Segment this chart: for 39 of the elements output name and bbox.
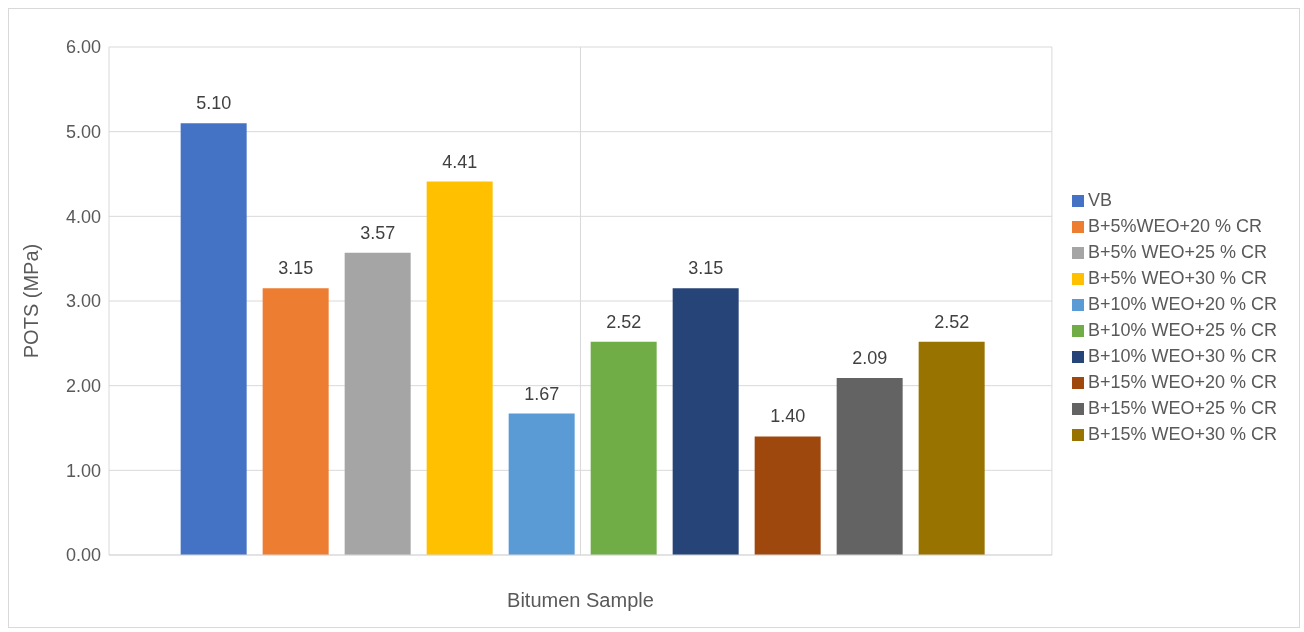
bar [508,413,575,555]
bar [180,123,247,555]
legend-label: B+5%WEO+20 % CR [1087,216,1262,236]
bar [426,181,493,555]
legend-label: VB [1087,190,1112,210]
legend-label: B+10% WEO+25 % CR [1087,320,1277,340]
legend-label: B+10% WEO+20 % CR [1087,294,1277,314]
data-label: 2.52 [934,311,970,332]
bar [836,378,903,555]
y-tick-label: 6.00 [65,37,101,58]
data-label: 2.52 [606,311,642,332]
data-label: 3.57 [360,222,396,243]
legend-label: B+10% WEO+30 % CR [1087,346,1277,366]
bar [754,436,821,555]
bar [918,341,985,555]
bar [590,341,657,555]
y-tick-label: 2.00 [65,376,101,397]
y-tick-label: 5.00 [65,122,101,143]
data-label: 5.10 [196,93,232,114]
y-tick-label: 0.00 [65,545,101,566]
bar [262,288,329,555]
data-label: 1.40 [770,406,806,427]
bar [344,252,411,555]
x-axis-title: Bitumen Sample [507,589,654,611]
data-label: 3.15 [278,258,314,279]
legend-label: B+5% WEO+25 % CR [1087,242,1267,262]
data-label: 2.09 [852,348,888,369]
data-label: 4.41 [442,151,478,172]
legend-label: B+15% WEO+20 % CR [1087,372,1277,392]
legend-label: B+15% WEO+25 % CR [1087,398,1277,418]
y-tick-label: 1.00 [65,460,101,481]
data-label: 1.67 [524,383,560,404]
data-label: 3.15 [688,258,724,279]
y-tick-label: 3.00 [65,291,101,312]
bar [672,288,739,555]
legend-label: B+15% WEO+30 % CR [1087,424,1277,444]
y-tick-label: 4.00 [65,206,101,227]
legend-label: B+5% WEO+30 % CR [1087,268,1267,288]
y-axis-title: POTS (MPa) [20,243,43,359]
